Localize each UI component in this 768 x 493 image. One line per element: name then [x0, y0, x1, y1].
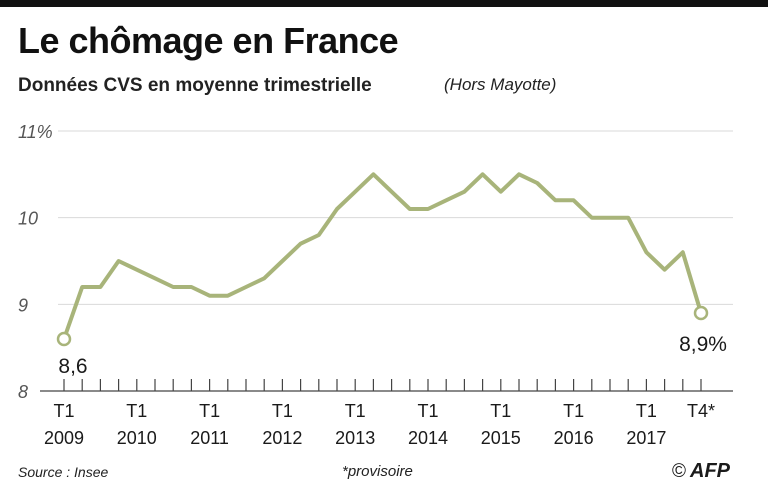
- x-tick-quarter-label: T1: [126, 401, 147, 421]
- x-tick-quarter-label: T1: [199, 401, 220, 421]
- x-tick-year-label: 2014: [408, 428, 448, 448]
- data-label: 8,9%: [679, 333, 727, 356]
- footnote: *provisoire: [342, 463, 413, 480]
- x-tick-quarter-label: T1: [563, 401, 584, 421]
- x-tick-year-label: 2012: [262, 428, 302, 448]
- y-tick-label: 10: [18, 209, 38, 229]
- x-tick-year-label: 2017: [626, 428, 666, 448]
- chart-subtitle: Données CVS en moyenne trimestrielle: [18, 75, 372, 96]
- x-tick-year-label: 2016: [554, 428, 594, 448]
- x-tick-year-label: 2015: [481, 428, 521, 448]
- x-tick-quarter-label: T1: [636, 401, 657, 421]
- agency-credit: © AFP: [672, 460, 730, 483]
- y-tick-label: 11%: [18, 122, 53, 142]
- top-rule: [0, 0, 768, 7]
- source-note: Source : Insee: [18, 464, 109, 480]
- y-tick-label: 8: [18, 382, 28, 402]
- agency-logo: AFP: [690, 460, 730, 482]
- x-tick-year-label: 2010: [117, 428, 157, 448]
- copyright-icon: ©: [672, 461, 686, 482]
- end-point-marker: [56, 331, 72, 347]
- x-tick-quarter-label: T1: [53, 401, 74, 421]
- chart-title: Le chômage en France: [18, 20, 399, 61]
- x-tick-year-label: 2011: [190, 428, 229, 448]
- chart-note: (Hors Mayotte): [444, 75, 557, 94]
- x-tick-quarter-label: T1: [490, 401, 511, 421]
- end-point-marker: [693, 305, 709, 321]
- x-tick-year-label: 2013: [335, 428, 375, 448]
- x-tick-quarter-label: T1: [272, 401, 293, 421]
- x-tick-quarter-label: T1: [345, 401, 366, 421]
- x-tick-year-label: 2009: [44, 428, 84, 448]
- x-tick-quarter-label: T1: [417, 401, 438, 421]
- x-tick-quarter-label: T4*: [687, 401, 715, 421]
- y-tick-label: 9: [18, 295, 28, 315]
- unemployment-series-line: [62, 172, 703, 341]
- data-label: 8,6: [58, 355, 87, 378]
